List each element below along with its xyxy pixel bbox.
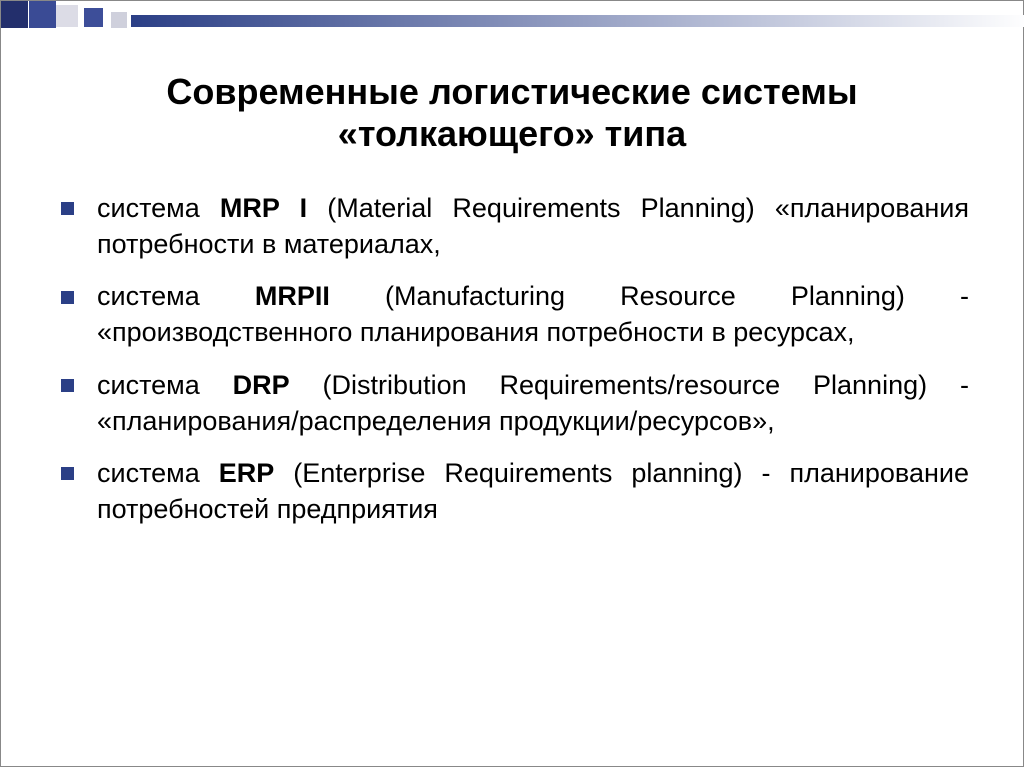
deco-square (56, 5, 78, 27)
deco-bar (131, 15, 1024, 27)
bullet-text: система (97, 370, 233, 400)
bullet-text: система (97, 458, 219, 488)
slide-body: система MRP I (Material Requirements Pla… (55, 190, 969, 527)
bullet-text: система (97, 193, 220, 223)
bullet-item: система MRP I (Material Requirements Pla… (55, 190, 969, 262)
bullet-term: DRP (233, 370, 290, 400)
bullet-term: ERP (219, 458, 275, 488)
bullet-item: система ERP (Enterprise Requirements pla… (55, 455, 969, 527)
title-line-1: Современные логистические системы (166, 71, 857, 112)
deco-square (84, 8, 103, 27)
deco-square (29, 1, 56, 28)
slide-title: Современные логистические системы «толка… (1, 71, 1023, 156)
bullet-term: MRPII (255, 281, 330, 311)
bullet-item: система DRP (Distribution Requirements/r… (55, 367, 969, 439)
bullet-list: система MRP I (Material Requirements Pla… (55, 190, 969, 527)
deco-square (1, 1, 28, 28)
title-line-2: «толкающего» типа (338, 113, 686, 154)
deco-square (111, 12, 127, 28)
bullet-term: MRP I (220, 193, 307, 223)
slide-corner-decoration (1, 1, 401, 45)
bullet-text: система (97, 281, 255, 311)
bullet-item: система MRPII (Manufacturing Resource Pl… (55, 278, 969, 350)
